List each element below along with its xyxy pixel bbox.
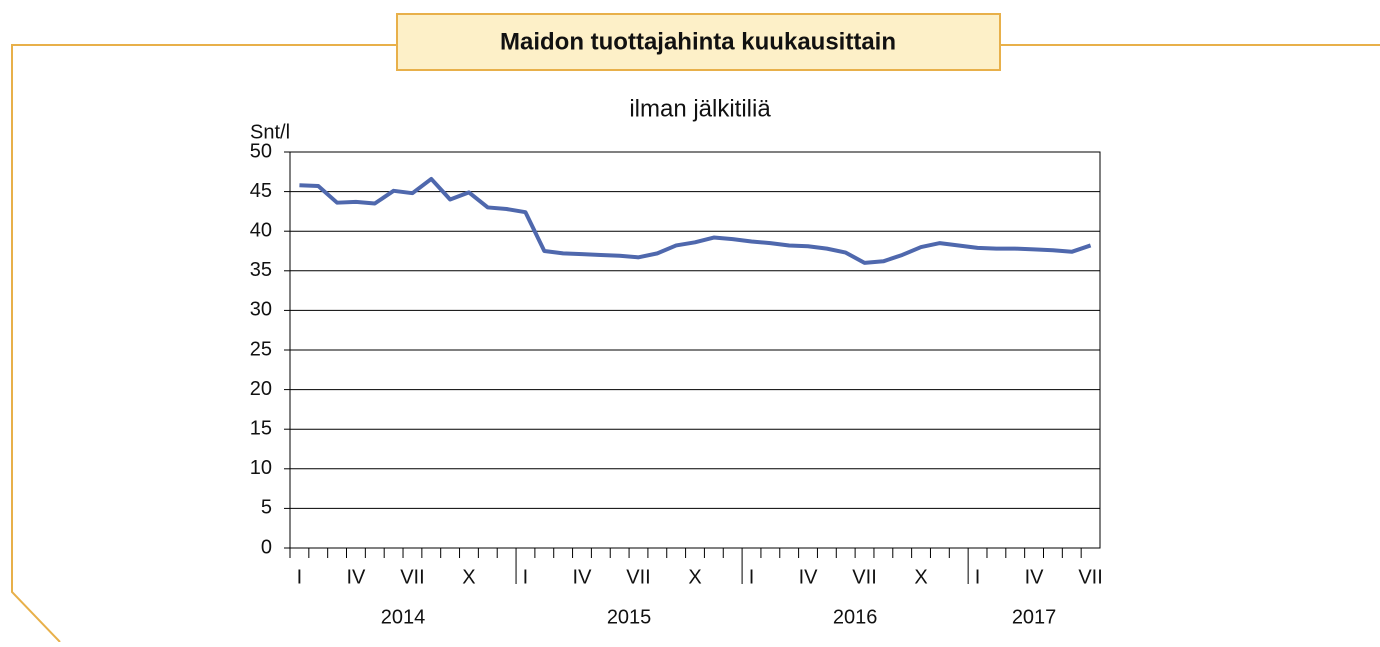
- y-tick-label: 10: [250, 457, 272, 479]
- y-tick-label: 0: [261, 536, 272, 558]
- y-axis-label: Snt/l: [250, 121, 290, 143]
- x-tick-label: VII: [852, 566, 876, 588]
- x-tick-label: X: [688, 566, 701, 588]
- y-tick-label: 25: [250, 338, 272, 360]
- y-tick-label: 45: [250, 180, 272, 202]
- data-line: [299, 176, 1092, 265]
- x-tick-label: IV: [573, 566, 593, 588]
- chart-subtitle: ilman jälkitiliä: [629, 95, 771, 122]
- x-tick-label: X: [914, 566, 927, 588]
- x-tick-label: IV: [799, 566, 819, 588]
- x-tick-label: I: [297, 566, 303, 588]
- x-tick-label: X: [462, 566, 475, 588]
- y-tick-label: 20: [250, 378, 272, 400]
- x-tick-label: I: [749, 566, 755, 588]
- x-tick-label: VII: [626, 566, 650, 588]
- frame: [11, 44, 1380, 643]
- x-tick-label: I: [523, 566, 529, 588]
- y-tick-label: 15: [250, 417, 272, 439]
- y-tick-label: 30: [250, 299, 272, 321]
- plot-border: [289, 151, 1101, 549]
- x-group-label: 2015: [607, 606, 652, 628]
- y-tick-label: 35: [250, 259, 272, 281]
- x-group-label: 2014: [381, 606, 426, 628]
- x-tick-label: VII: [400, 566, 424, 588]
- x-tick-label: IV: [346, 566, 366, 588]
- x-tick-label: I: [975, 566, 981, 588]
- chart-title: Maidon tuottajahinta kuukausittain: [500, 28, 896, 55]
- x-tick-label: IV: [1025, 566, 1045, 588]
- y-tick-label: 5: [261, 497, 272, 519]
- title-box: [396, 13, 1001, 71]
- x-tick-label: VII: [1078, 566, 1102, 588]
- y-tick-label: 40: [250, 219, 272, 241]
- y-tick-label: 50: [250, 140, 272, 162]
- x-group-label: 2017: [1012, 606, 1057, 628]
- x-group-label: 2016: [833, 606, 878, 628]
